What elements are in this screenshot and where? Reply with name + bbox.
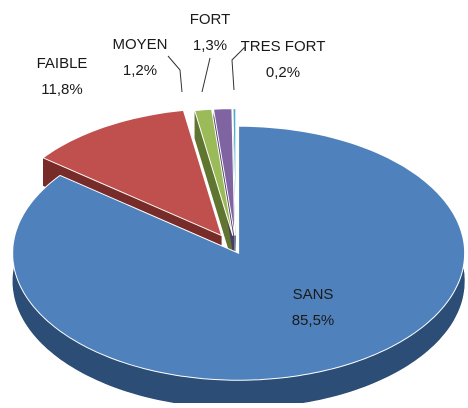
value-label: 11,8% — [41, 81, 82, 98]
category-label: FAIBLE — [37, 55, 88, 72]
value-label: 0,2% — [266, 64, 300, 81]
slice — [232, 108, 237, 236]
category-label: FORT — [190, 11, 231, 28]
slice — [41, 109, 223, 237]
category-label: MOYEN — [112, 36, 167, 53]
slice — [12, 125, 466, 381]
category-label: TRES FORT — [241, 38, 326, 55]
leader-line — [167, 55, 183, 93]
value-label: 85,5% — [292, 312, 335, 329]
slice-side — [194, 110, 233, 264]
value-label: 1,3% — [193, 37, 227, 54]
leader-line — [201, 57, 211, 93]
slice — [212, 108, 236, 236]
category-label: SANS — [293, 286, 334, 303]
value-label: 1,2% — [123, 62, 157, 79]
leader-line — [231, 46, 246, 91]
slice — [194, 108, 234, 236]
